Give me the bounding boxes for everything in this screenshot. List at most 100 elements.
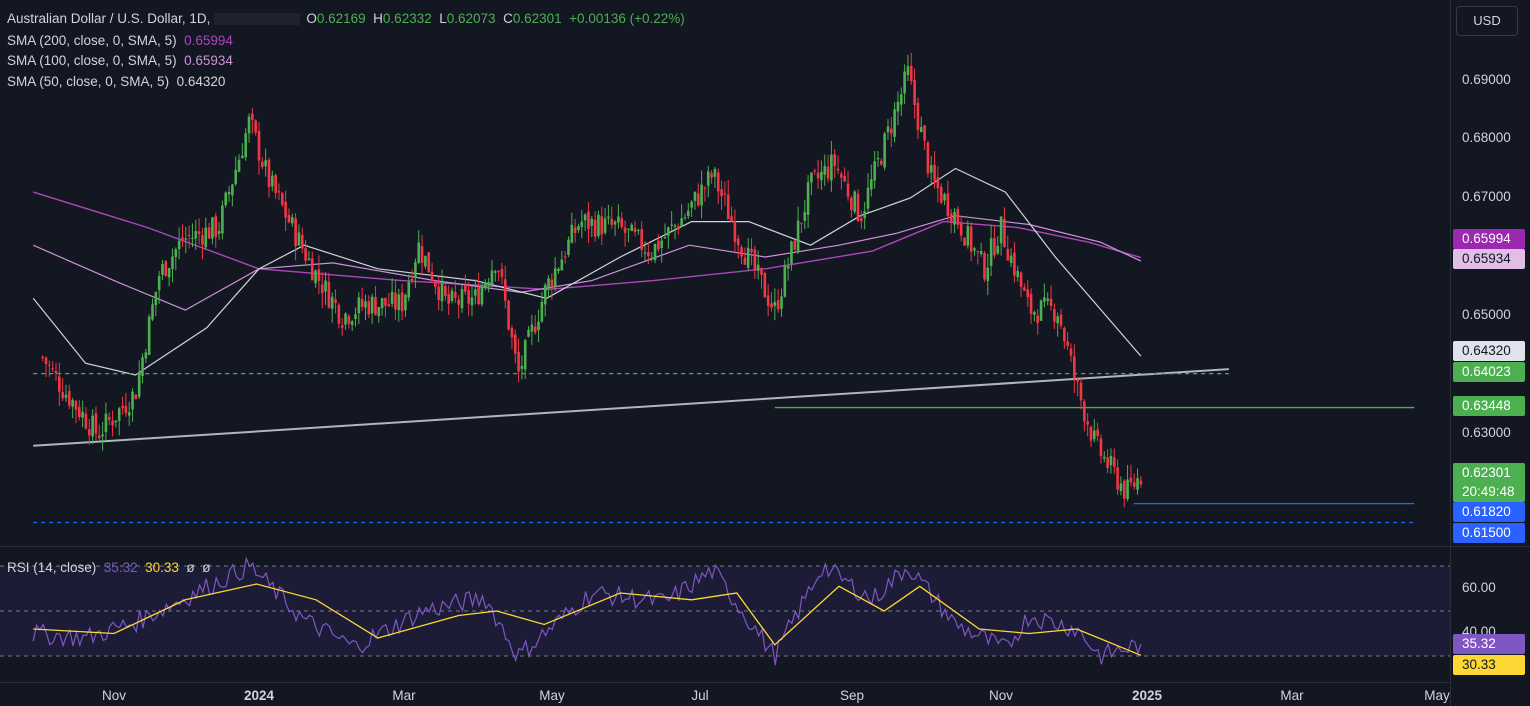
support-trendline bbox=[33, 368, 1229, 447]
candle-body bbox=[919, 127, 923, 133]
candle-body bbox=[1033, 312, 1036, 315]
candle-body bbox=[154, 291, 158, 306]
candle-body bbox=[340, 325, 344, 328]
symbol-title[interactable]: Australian Dollar / U.S. Dollar, 1D, bbox=[7, 11, 211, 26]
candle-body bbox=[81, 411, 84, 418]
candle-body bbox=[164, 261, 168, 277]
candle-body bbox=[507, 300, 510, 330]
candle-body bbox=[743, 257, 747, 265]
sma100-line bbox=[32, 215, 1142, 311]
candle-body bbox=[387, 304, 391, 307]
candle-body bbox=[716, 172, 720, 192]
candle-body bbox=[826, 166, 830, 179]
candle-body bbox=[560, 259, 564, 271]
candle-body bbox=[880, 160, 883, 165]
candle-body bbox=[790, 241, 793, 264]
candle-body bbox=[510, 328, 514, 338]
sma50-legend[interactable]: SMA (50, close, 0, SMA, 5) 0.64320 bbox=[7, 72, 225, 92]
candle-body bbox=[194, 231, 198, 239]
candle-body bbox=[706, 171, 710, 186]
sma200-legend[interactable]: SMA (200, close, 0, SMA, 5) 0.65994 bbox=[7, 31, 233, 51]
candle-body bbox=[733, 220, 737, 242]
candle-body bbox=[430, 271, 434, 281]
ohlc-low-value: 0.62073 bbox=[446, 11, 496, 26]
candle-body bbox=[517, 351, 520, 372]
candle-body bbox=[161, 263, 164, 276]
sma100-label: SMA (100, close, 0, SMA, 5) bbox=[7, 53, 177, 68]
candle-body bbox=[720, 189, 723, 197]
candle-body bbox=[943, 194, 946, 201]
candle-body bbox=[211, 217, 214, 239]
candle-body bbox=[979, 251, 983, 255]
candle-body bbox=[750, 248, 753, 252]
candle-body bbox=[673, 225, 677, 227]
candle-body bbox=[327, 281, 331, 308]
candle-body bbox=[440, 282, 444, 302]
time-tick: May bbox=[539, 688, 565, 703]
candle-body bbox=[840, 173, 843, 178]
rsi-extra-2: ø bbox=[202, 560, 211, 575]
candle-body bbox=[41, 356, 44, 358]
price-tick: 0.69000 bbox=[1462, 72, 1511, 87]
candle-body bbox=[214, 216, 218, 237]
candle-body bbox=[127, 412, 131, 416]
candle-body bbox=[800, 222, 803, 224]
price-tick: 0.68000 bbox=[1462, 130, 1511, 145]
candle-body bbox=[816, 172, 820, 179]
candle-body bbox=[450, 290, 454, 301]
candle-body bbox=[653, 243, 657, 261]
price-tick: 0.67000 bbox=[1462, 189, 1511, 204]
sma200-price-tag: 0.65994 bbox=[1453, 229, 1525, 249]
candle-body bbox=[776, 300, 780, 310]
candle-body bbox=[650, 257, 653, 259]
candle-body bbox=[487, 281, 490, 286]
candle-body bbox=[520, 365, 524, 369]
candle-body bbox=[1102, 456, 1106, 459]
candle-body bbox=[71, 400, 74, 407]
candle-body bbox=[969, 226, 973, 252]
candle-body bbox=[903, 71, 906, 94]
candle-body bbox=[1139, 480, 1143, 485]
candle-body bbox=[633, 228, 637, 232]
candle-body bbox=[1009, 255, 1013, 264]
candle-body bbox=[883, 133, 886, 168]
candle-body bbox=[663, 237, 667, 239]
rsi-legend[interactable]: RSI (14, close) 35.32 30.33 ø ø bbox=[7, 558, 210, 578]
candle-body bbox=[866, 187, 870, 209]
candle-body bbox=[497, 271, 500, 273]
candle-body bbox=[447, 293, 450, 304]
candle-body bbox=[420, 246, 424, 263]
candle-body bbox=[410, 278, 414, 281]
candle-body bbox=[989, 238, 993, 266]
candle-body bbox=[151, 304, 154, 320]
candle-body bbox=[334, 299, 337, 303]
candle-body bbox=[1132, 482, 1136, 487]
candle-body bbox=[414, 262, 417, 278]
candle-body bbox=[933, 164, 936, 181]
candle-body bbox=[437, 286, 441, 300]
time-tick: Nov bbox=[988, 688, 1014, 703]
time-tick: 2024 bbox=[243, 688, 275, 703]
candle-body bbox=[257, 130, 261, 161]
candle-body bbox=[493, 271, 497, 273]
time-tick: Mar bbox=[392, 688, 416, 703]
candle-body bbox=[307, 258, 311, 260]
sma50-line bbox=[32, 167, 1142, 376]
candle-body bbox=[1109, 455, 1113, 466]
candle-body bbox=[833, 154, 837, 167]
candle-body bbox=[474, 289, 477, 296]
candle-body bbox=[613, 221, 617, 225]
sma50-label: SMA (50, close, 0, SMA, 5) bbox=[7, 74, 170, 89]
candle-body bbox=[1079, 382, 1083, 401]
candle-body bbox=[1043, 297, 1046, 302]
candle-body bbox=[317, 269, 321, 281]
sma100-legend[interactable]: SMA (100, close, 0, SMA, 5) 0.65934 bbox=[7, 51, 233, 71]
candle-body bbox=[1053, 309, 1056, 322]
candle-body bbox=[793, 240, 797, 250]
candle-body bbox=[384, 297, 387, 306]
candle-body bbox=[939, 187, 943, 203]
candle-body bbox=[237, 159, 241, 172]
currency-button[interactable]: USD bbox=[1456, 6, 1518, 36]
rsi-value-tag: 35.32 bbox=[1453, 634, 1525, 654]
